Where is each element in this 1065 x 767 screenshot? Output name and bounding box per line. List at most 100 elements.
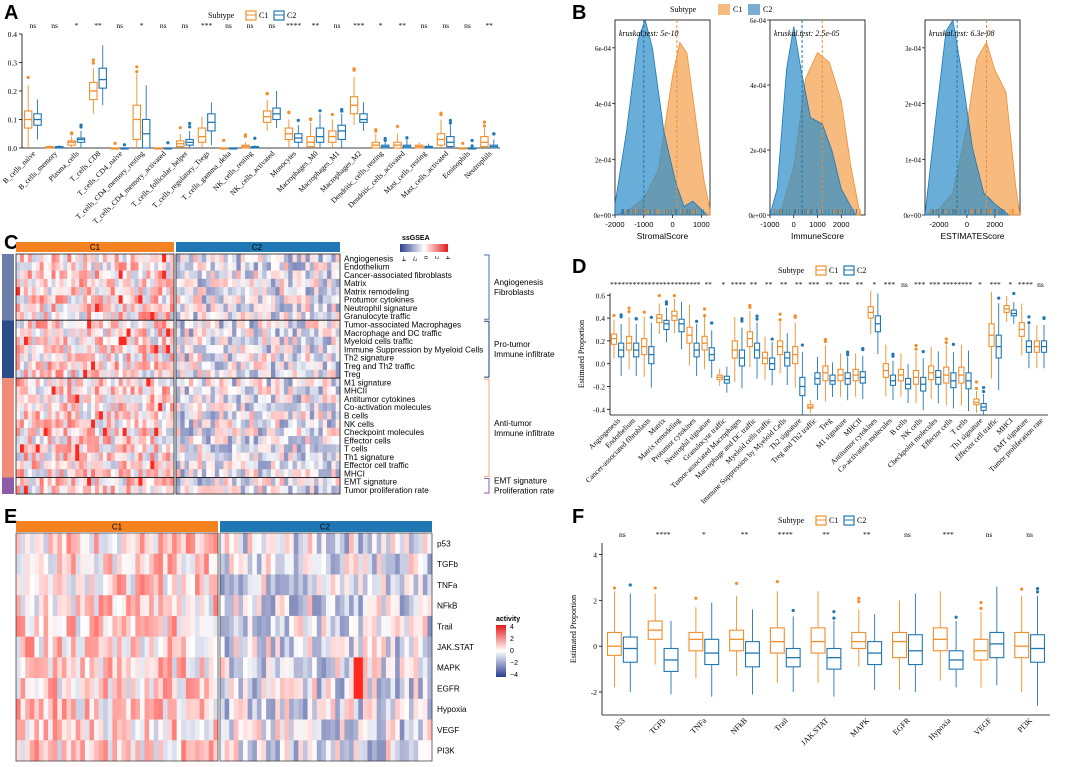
heat-cell [233, 636, 239, 658]
heat-cell [327, 419, 332, 429]
row-group-box [175, 477, 341, 495]
heat-cell [48, 657, 54, 679]
row-group-label: Anti-tumor [494, 419, 532, 428]
heat-cell [162, 262, 167, 271]
heat-cell [326, 740, 331, 762]
heat-cell [83, 394, 88, 404]
heat-cell [79, 278, 84, 288]
heat-cell [176, 295, 181, 304]
heat-cell [139, 574, 145, 596]
heat-cell [176, 657, 182, 679]
heat-cell [227, 436, 233, 445]
heat-cell [227, 386, 233, 395]
heat-cell [339, 553, 345, 575]
heat-cell [236, 452, 242, 462]
heat-cell [170, 394, 175, 404]
heat-cell [146, 295, 151, 304]
heat-cell [367, 615, 373, 637]
heat-cell [184, 386, 190, 395]
outlier [482, 120, 487, 124]
heat-cell [43, 427, 48, 437]
heat-cell [47, 436, 52, 445]
heat-cell [95, 444, 100, 453]
heat-cell [98, 485, 104, 495]
heat-cell [106, 419, 112, 429]
heat-cell [57, 719, 63, 741]
heat-cell [208, 678, 214, 700]
heat-cell [158, 615, 164, 637]
heat-cell [126, 262, 131, 271]
heat-cell [43, 311, 48, 321]
heat-cell [298, 636, 304, 658]
heat-cell [344, 574, 350, 596]
heat-cell [275, 303, 280, 313]
heat-cell [19, 386, 25, 395]
heat-cell [118, 278, 123, 288]
heat-cell [321, 533, 327, 555]
heat-cell [322, 328, 328, 338]
outlier [1035, 586, 1040, 591]
heat-cell [193, 402, 198, 412]
heat-cell [134, 311, 139, 321]
stat-label: kruskal.test: 6.3e-08 [929, 29, 995, 38]
outlier [770, 337, 774, 341]
heat-cell [150, 378, 155, 387]
heat-cell [362, 657, 368, 679]
heat-cell [16, 678, 21, 700]
heat-cell [249, 262, 254, 271]
heat-cell [66, 533, 72, 555]
heat-cell [138, 427, 143, 437]
heat-cell [31, 254, 37, 263]
heat-cell [372, 657, 377, 679]
heat-cell [16, 262, 21, 271]
heat-cell [201, 394, 207, 404]
heat-cell [232, 411, 237, 420]
heat-cell [98, 369, 104, 379]
heat-cell [275, 436, 280, 445]
heat-cell [296, 444, 302, 453]
heat-cell [181, 698, 187, 720]
heat-cell [376, 533, 382, 555]
heat-cell [91, 452, 96, 462]
heat-cell [95, 320, 100, 329]
heat-cell [89, 553, 95, 575]
heat-cell [83, 460, 88, 470]
heat-cell [261, 615, 267, 637]
heat-cell [47, 386, 52, 395]
heat-cell [385, 595, 391, 617]
heat-cell [34, 595, 40, 617]
heat-cell [134, 378, 139, 387]
heat-cell [210, 328, 216, 338]
outlier [979, 606, 983, 610]
heat-cell [89, 615, 95, 637]
heat-cell [245, 427, 250, 437]
heat-cell [298, 719, 304, 741]
heat-cell [39, 386, 44, 395]
heat-cell [35, 262, 40, 271]
heat-cell [288, 411, 293, 420]
row-label: PI3K [437, 747, 455, 756]
box-c1 [729, 629, 745, 652]
heat-cell [23, 287, 29, 296]
heat-cell [270, 452, 276, 462]
heat-cell [318, 452, 324, 462]
heat-cell [418, 657, 424, 679]
heat-cell [318, 394, 324, 404]
heat-cell [418, 698, 424, 720]
box-c2 [663, 319, 670, 331]
heat-cell [146, 402, 151, 412]
heat-cell [19, 287, 25, 296]
outlier [492, 132, 496, 136]
heat-cell [154, 394, 159, 404]
heat-cell [166, 452, 171, 462]
heat-cell [399, 719, 405, 741]
heat-cell [245, 254, 250, 263]
heat-cell [318, 353, 324, 362]
heat-cell [43, 719, 49, 741]
heat-cell [122, 287, 127, 296]
heat-cell [240, 270, 246, 280]
heat-cell [279, 287, 285, 296]
heat-cell [126, 698, 132, 720]
heat-cell [292, 345, 298, 354]
heat-cell [376, 698, 382, 720]
